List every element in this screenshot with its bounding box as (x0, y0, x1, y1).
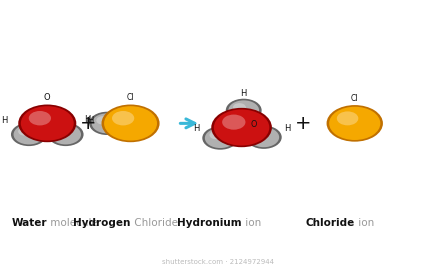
Text: H: H (1, 116, 8, 125)
Text: ion: ion (355, 218, 374, 228)
Circle shape (112, 111, 134, 125)
Text: H: H (84, 115, 90, 124)
Text: molecule: molecule (47, 218, 98, 228)
Text: H: H (240, 89, 247, 98)
Circle shape (249, 127, 279, 147)
Circle shape (92, 113, 123, 133)
Circle shape (246, 126, 282, 149)
Circle shape (89, 112, 125, 135)
Text: Hydronium: Hydronium (177, 218, 242, 228)
Text: O: O (44, 93, 51, 102)
Text: +: + (295, 114, 312, 133)
Circle shape (205, 128, 236, 148)
Circle shape (13, 125, 44, 144)
Circle shape (329, 107, 380, 140)
Circle shape (337, 111, 359, 125)
Circle shape (48, 123, 84, 146)
Text: Water: Water (12, 218, 47, 228)
Circle shape (222, 115, 246, 130)
Text: H: H (284, 123, 291, 132)
Text: Chloride: Chloride (306, 218, 355, 228)
Circle shape (21, 106, 74, 141)
Circle shape (96, 116, 109, 125)
Circle shape (214, 109, 269, 146)
Circle shape (233, 103, 246, 111)
Circle shape (104, 106, 157, 141)
Circle shape (18, 104, 76, 142)
Circle shape (253, 130, 266, 138)
Circle shape (228, 100, 259, 120)
Text: shutterstock.com · 2124972944: shutterstock.com · 2124972944 (162, 259, 274, 265)
Circle shape (18, 127, 31, 136)
Circle shape (211, 108, 272, 147)
Circle shape (326, 105, 383, 142)
Text: Cl: Cl (351, 94, 359, 103)
Text: H: H (193, 124, 199, 133)
Text: H: H (87, 116, 93, 125)
Text: Cl: Cl (127, 93, 134, 102)
Circle shape (55, 127, 68, 136)
Text: +: + (80, 114, 96, 133)
Circle shape (11, 123, 47, 146)
Text: ion: ion (242, 218, 261, 228)
Text: Hydrogen: Hydrogen (73, 218, 131, 228)
Circle shape (210, 131, 223, 139)
Circle shape (29, 111, 51, 125)
Text: O: O (250, 120, 257, 129)
Circle shape (226, 99, 262, 122)
Circle shape (202, 126, 238, 150)
Circle shape (101, 104, 160, 142)
Text: Chloride: Chloride (131, 218, 178, 228)
Circle shape (50, 125, 81, 144)
